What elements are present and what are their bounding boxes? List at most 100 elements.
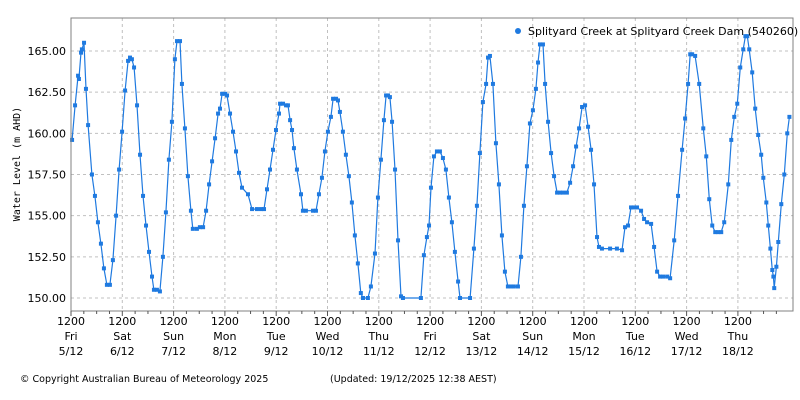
- data-point-marker: [427, 223, 432, 228]
- data-point-marker: [225, 93, 230, 98]
- x-tick-label: 1200: [365, 315, 393, 328]
- x-tick-label: 1200: [314, 315, 342, 328]
- data-point-marker: [722, 220, 727, 225]
- x-tick-label: 12/12: [414, 345, 446, 358]
- data-point-marker: [210, 159, 215, 164]
- data-point-marker: [756, 132, 761, 137]
- data-point-marker: [782, 172, 787, 177]
- data-point-marker: [197, 225, 202, 230]
- data-point-marker: [680, 147, 685, 152]
- data-point-marker: [599, 246, 604, 251]
- data-point-marker: [107, 282, 112, 287]
- data-point-marker: [571, 164, 576, 169]
- data-point-marker: [759, 152, 764, 157]
- data-point-marker: [546, 119, 551, 124]
- data-point-marker: [278, 101, 283, 106]
- x-tick-label: Tue: [266, 330, 286, 343]
- data-point-marker: [368, 284, 373, 289]
- y-tick-label: 155.00: [28, 210, 67, 223]
- data-point-marker: [645, 220, 650, 225]
- data-point-marker: [135, 103, 140, 108]
- data-point-marker: [474, 203, 479, 208]
- data-point-marker: [632, 205, 637, 210]
- data-point-marker: [101, 266, 106, 271]
- x-tick-label: Thu: [727, 330, 749, 343]
- data-point-marker: [240, 185, 244, 190]
- data-point-marker: [772, 286, 777, 291]
- data-point-marker: [620, 248, 625, 253]
- data-point-marker: [741, 47, 746, 52]
- x-tick-label: 8/12: [213, 345, 238, 358]
- data-point-marker: [561, 190, 566, 195]
- data-point-marker: [596, 244, 601, 249]
- data-point-marker: [761, 175, 766, 180]
- data-point-marker: [635, 205, 640, 210]
- data-point-marker: [207, 182, 212, 187]
- x-tick-label: Tue: [625, 330, 645, 343]
- x-tick-label: 16/12: [619, 345, 651, 358]
- data-point-marker: [213, 136, 218, 141]
- x-tick-label: Thu: [367, 330, 389, 343]
- data-point-marker: [452, 249, 457, 254]
- x-tick-label: 14/12: [517, 345, 549, 358]
- data-point-marker: [502, 269, 507, 274]
- data-point-marker: [626, 223, 631, 228]
- data-point-marker: [537, 42, 542, 47]
- data-point-marker: [668, 276, 673, 281]
- data-point-marker: [234, 149, 239, 154]
- data-point-marker: [555, 190, 560, 195]
- data-point-marker: [652, 244, 657, 249]
- data-point-marker: [719, 230, 724, 235]
- data-point-marker: [328, 114, 333, 119]
- data-point-marker: [355, 261, 360, 266]
- data-point-marker: [316, 192, 321, 197]
- x-tick-label: 1200: [57, 315, 85, 328]
- x-tick-label: Wed: [316, 330, 340, 343]
- data-point-marker: [331, 96, 336, 101]
- data-point-marker: [117, 167, 122, 172]
- legend-label: Splityard Creek at Splityard Creek Dam (…: [528, 25, 798, 38]
- data-point-marker: [110, 258, 115, 263]
- x-tick-label: Mon: [213, 330, 236, 343]
- data-point-marker: [129, 57, 134, 62]
- data-point-marker: [693, 53, 698, 58]
- data-point-marker: [185, 174, 190, 179]
- y-tick-label: 150.00: [28, 292, 67, 305]
- data-point-marker: [73, 103, 78, 108]
- data-point-marker: [340, 129, 345, 134]
- data-point-marker: [123, 88, 128, 93]
- legend: Splityard Creek at Splityard Creek Dam (…: [515, 25, 798, 38]
- data-point-marker: [787, 114, 792, 119]
- x-tick-label: 1200: [262, 315, 290, 328]
- x-tick-label: 18/12: [722, 345, 754, 358]
- data-point-marker: [505, 284, 510, 289]
- data-point-marker: [487, 53, 492, 58]
- data-point-marker: [172, 57, 177, 62]
- data-point-marker: [443, 167, 448, 172]
- x-tick-label: 1200: [211, 315, 239, 328]
- data-point-marker: [182, 126, 187, 131]
- data-point-marker: [586, 124, 591, 129]
- data-point-marker: [549, 151, 554, 156]
- data-point-marker: [335, 98, 340, 103]
- y-tick-label: 157.50: [28, 169, 67, 182]
- data-point-marker: [468, 296, 473, 300]
- data-point-marker: [194, 226, 199, 231]
- data-point-marker: [496, 182, 501, 187]
- data-point-marker: [126, 58, 131, 63]
- data-point-marker: [166, 157, 171, 162]
- data-point-marker: [346, 174, 351, 179]
- data-point-marker: [217, 106, 222, 111]
- data-point-marker: [250, 207, 255, 212]
- data-point-marker: [154, 287, 159, 292]
- data-point-marker: [82, 40, 87, 45]
- x-tick-label: Sun: [522, 330, 543, 343]
- data-point-marker: [375, 195, 380, 200]
- y-tick-label: 160.00: [28, 127, 67, 140]
- x-tick-label: 1200: [519, 315, 547, 328]
- data-point-marker: [228, 111, 233, 116]
- data-point-marker: [771, 274, 776, 279]
- x-tick-label: 5/12: [59, 345, 84, 358]
- x-tick-label: 15/12: [568, 345, 600, 358]
